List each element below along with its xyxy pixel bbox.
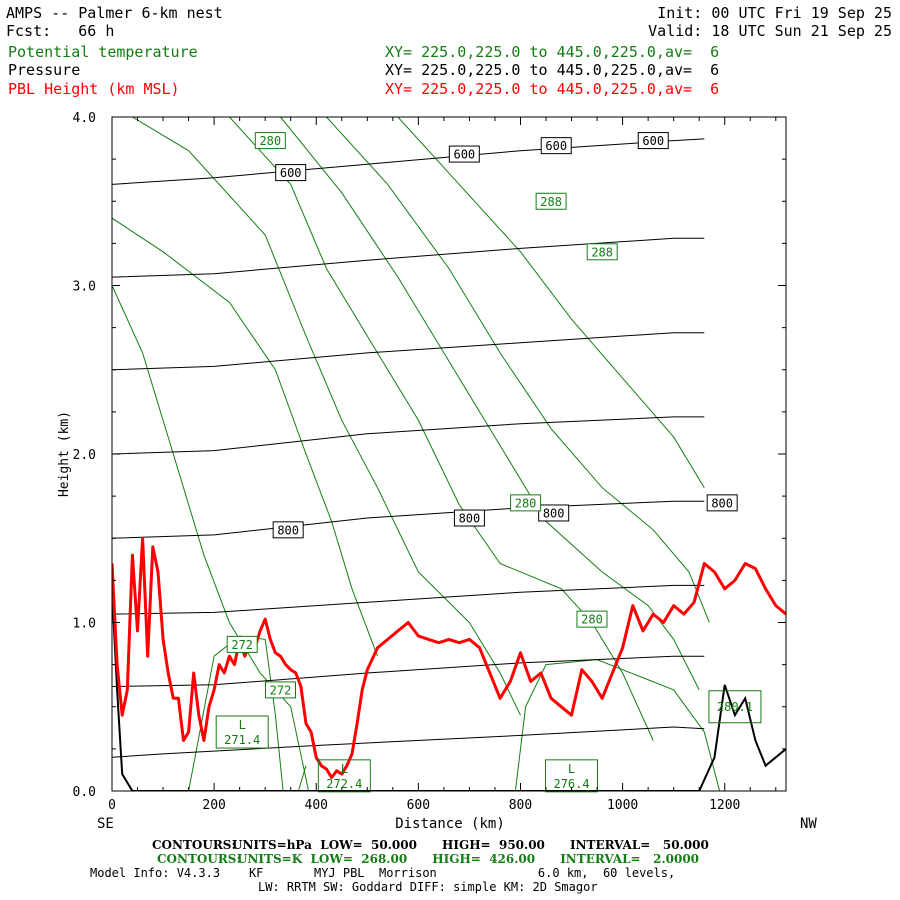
footer-contours-label-2: CONTOURS: bbox=[157, 852, 241, 866]
pressure-contour-700 bbox=[112, 332, 705, 371]
theta-contour-284 bbox=[229, 117, 654, 741]
field-name-pressure: Pressure bbox=[8, 61, 81, 79]
pressure-contour-650 bbox=[112, 237, 705, 278]
pressure-contour-750 bbox=[112, 416, 705, 455]
contour-labels-layer: 600 600 600 600 800 800 800 800 280 288 288 280 280 2… bbox=[215, 132, 762, 793]
pressure-label-box bbox=[272, 521, 304, 539]
pressure-label: 800 bbox=[459, 512, 481, 526]
axes-layer: 0 200 400 600 800 1000 1200 0.0 1.0 2.0 3.0 4.0 bbox=[73, 111, 786, 813]
terrain-line bbox=[112, 588, 786, 791]
footer-physics-info: LW: RRTM SW: Goddard DIFF: simple KM: 2D… bbox=[258, 880, 598, 894]
theta-low-box bbox=[317, 759, 371, 793]
x-tick-label: 600 bbox=[407, 798, 430, 813]
pressure-contour-850 bbox=[112, 584, 705, 615]
pressure-contour-800 bbox=[112, 500, 705, 539]
pressure-label: 600 bbox=[280, 166, 302, 180]
footer-contours-label-1: CONTOURS: bbox=[152, 838, 236, 852]
valid-time: Valid: 18 UTC Sun 21 Sep 25 bbox=[648, 22, 892, 40]
theta-low-marker: L bbox=[341, 762, 348, 776]
theta-label-box bbox=[265, 681, 296, 699]
theta-label-box bbox=[226, 635, 258, 653]
theta-label-box bbox=[510, 494, 542, 512]
pressure-label-box bbox=[540, 137, 572, 155]
theta-contour-290 bbox=[397, 117, 705, 488]
theta-low-box bbox=[215, 715, 269, 749]
footer-contours-theta: UNITS=K LOW= 268.00 HIGH= 426.00 INTERVA… bbox=[237, 852, 700, 866]
pressure-label: 600 bbox=[545, 139, 567, 153]
field-xy-pressure: XY= 225.0,225.0 to 445.0,225.0,av= 6 bbox=[385, 61, 720, 79]
pbl-layer bbox=[112, 536, 786, 779]
pressure-contours-layer bbox=[112, 138, 705, 758]
theta-label-box bbox=[576, 610, 608, 628]
footer-contours-pressure: UNITS=hPa LOW= 50.000 HIGH= 950.00 INTER… bbox=[232, 838, 709, 852]
pressure-label: 800 bbox=[711, 496, 733, 510]
field-xy-pbl: XY= 225.0,225.0 to 445.0,225.0,av= 6 bbox=[385, 80, 720, 98]
pressure-contour-950 bbox=[112, 726, 705, 758]
theta-low-value: 271.4 bbox=[224, 733, 260, 747]
theta-low-marker: L bbox=[568, 762, 575, 776]
x-tick-label: 200 bbox=[202, 798, 225, 813]
pbl-height-line bbox=[112, 536, 786, 779]
field-name-pbl: PBL Height (km MSL) bbox=[8, 80, 180, 98]
se-label: SE bbox=[97, 816, 114, 832]
nw-label: NW bbox=[800, 816, 817, 832]
x-tick-label: 400 bbox=[305, 798, 328, 813]
theta-label: 288 bbox=[540, 195, 562, 209]
theta-label: 288 bbox=[591, 245, 613, 259]
x-tick-label: 0 bbox=[108, 798, 116, 813]
pressure-label-box bbox=[275, 164, 307, 182]
y-tick-label: 1.0 bbox=[73, 617, 96, 632]
y-tick-label: 3.0 bbox=[73, 280, 96, 295]
theta-low-value: 276.4 bbox=[553, 777, 589, 791]
field-xy-theta: XY= 225.0,225.0 to 445.0,225.0,av= 6 bbox=[385, 43, 720, 61]
init-time: Init: 00 UTC Fri 19 Sep 25 bbox=[657, 4, 892, 22]
field-name-theta: Potential temperature bbox=[8, 43, 198, 61]
x-tick-label: 800 bbox=[509, 798, 532, 813]
theta-label-box bbox=[254, 132, 286, 150]
y-tick-label: 0.0 bbox=[73, 785, 96, 800]
y-tick-label: 2.0 bbox=[73, 448, 96, 463]
x-axis-label: Distance (km) bbox=[395, 816, 505, 832]
pressure-label: 800 bbox=[543, 506, 565, 520]
pressure-label: 800 bbox=[277, 523, 299, 537]
chart-title: AMPS -- Palmer 6-km nest bbox=[6, 4, 223, 22]
theta-low-box bbox=[545, 759, 599, 793]
terrain-layer bbox=[112, 588, 786, 791]
theta-label: 280 bbox=[259, 134, 281, 148]
pressure-label-box bbox=[637, 132, 669, 150]
theta-label-box bbox=[535, 192, 567, 210]
y-tick-label: 4.0 bbox=[73, 111, 96, 126]
theta-low-value: 272.4 bbox=[326, 777, 362, 791]
footer-model-info: Model Info: V4.3.3 KF MYJ PBL Morrison 6… bbox=[90, 866, 676, 880]
forecast-hour: Fcst: 66 h bbox=[6, 22, 115, 40]
theta-low-box bbox=[708, 690, 762, 724]
theta-contour-280a bbox=[112, 285, 310, 791]
theta-low-value: 280.1 bbox=[717, 700, 753, 714]
pressure-label: 600 bbox=[453, 148, 475, 162]
x-tick-label: 1000 bbox=[607, 798, 638, 813]
theta-contour-273 bbox=[297, 765, 307, 791]
theta-contours-layer bbox=[112, 117, 721, 791]
theta-contour-288 bbox=[326, 117, 710, 623]
theta-label: 272 bbox=[231, 638, 253, 652]
pressure-label-box bbox=[706, 494, 738, 512]
theta-label: 272 bbox=[270, 683, 292, 697]
pressure-label-box bbox=[448, 145, 480, 163]
theta-contour-286 bbox=[280, 117, 700, 691]
pressure-contour-600 bbox=[112, 138, 705, 185]
theta-label: 280 bbox=[515, 496, 537, 510]
theta-contour-282 bbox=[132, 117, 521, 716]
y-axis-label: Height (km) bbox=[57, 411, 72, 497]
pressure-label-box bbox=[538, 504, 570, 522]
pressure-contour-900 bbox=[112, 655, 705, 687]
theta-low-marker: L bbox=[239, 718, 246, 732]
pressure-label-box bbox=[453, 509, 485, 527]
x-tick-label: 1200 bbox=[709, 798, 740, 813]
theta-label-box bbox=[586, 243, 618, 261]
pressure-label: 600 bbox=[642, 134, 664, 148]
theta-contour-280b bbox=[112, 217, 378, 657]
theta-label: 280 bbox=[581, 613, 603, 627]
